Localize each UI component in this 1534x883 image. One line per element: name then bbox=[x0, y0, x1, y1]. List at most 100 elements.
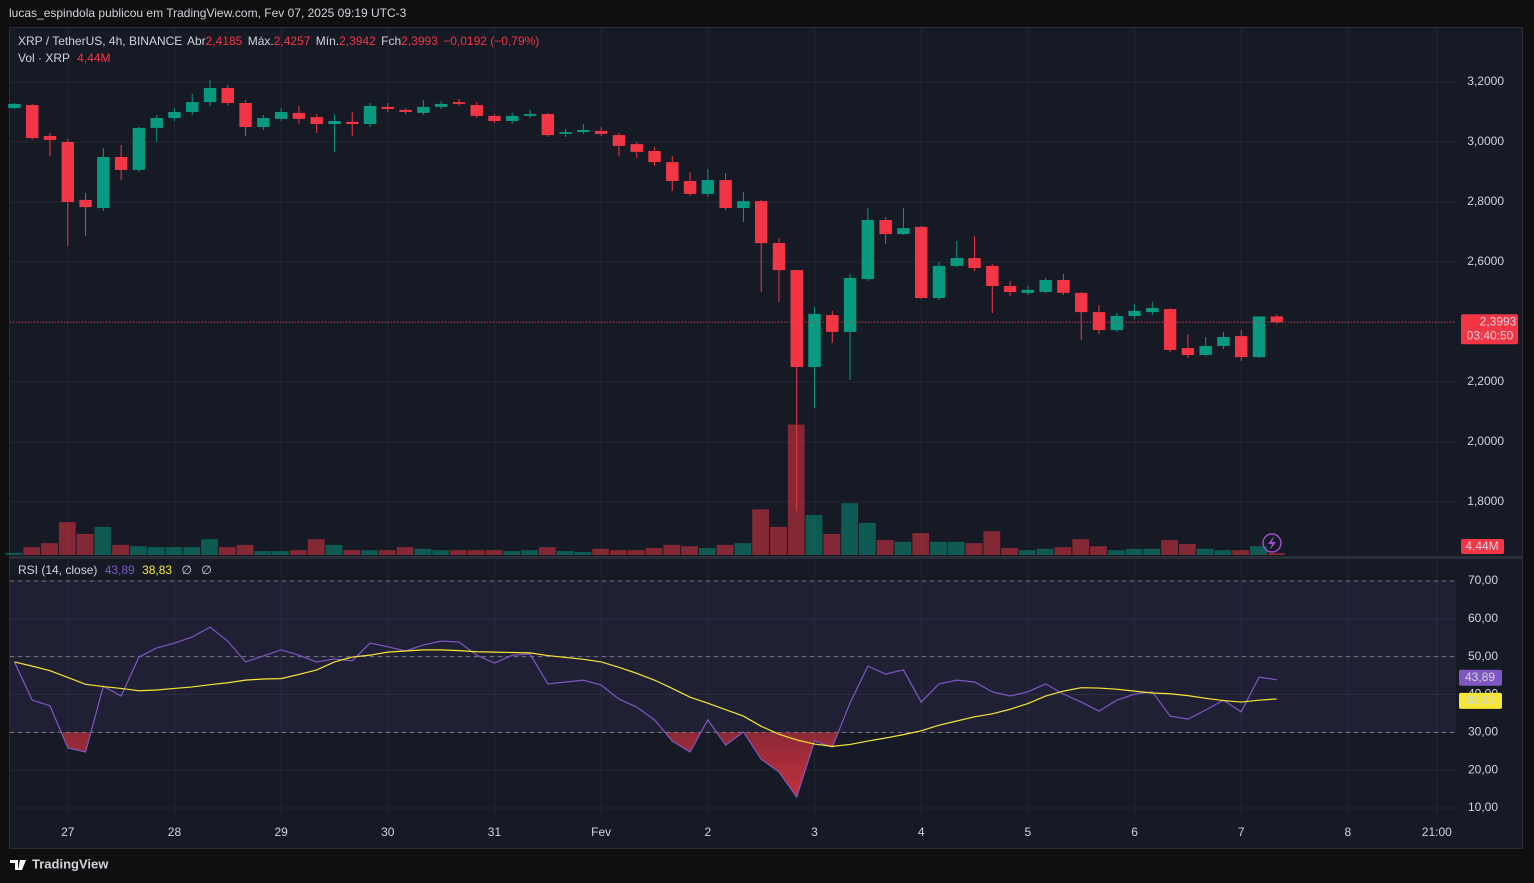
x-tick-label: 30 bbox=[381, 825, 395, 839]
volume-bar bbox=[94, 526, 112, 555]
volume-bar bbox=[645, 547, 663, 555]
volume-bar bbox=[930, 541, 947, 555]
candle-body bbox=[417, 106, 430, 113]
volume-bar bbox=[698, 547, 716, 555]
candle-body bbox=[168, 111, 181, 118]
candle-body bbox=[986, 265, 999, 286]
volume-bar bbox=[1178, 544, 1196, 555]
volume-bar bbox=[1036, 548, 1054, 555]
x-tick-label: 7 bbox=[1238, 825, 1245, 839]
volume-bar bbox=[1001, 547, 1018, 555]
volume-last-label: 4,44M bbox=[1465, 539, 1498, 553]
high-label: Máx. bbox=[248, 34, 274, 48]
volume-bar bbox=[770, 526, 787, 555]
last-price-label: 2,3993 bbox=[1480, 314, 1517, 328]
candle-body bbox=[132, 127, 146, 170]
high-value: 2,4257 bbox=[274, 34, 311, 48]
x-tick-label: 27 bbox=[61, 825, 75, 839]
candle-body bbox=[452, 102, 466, 104]
candle-body bbox=[1199, 345, 1212, 355]
candle-body bbox=[26, 105, 39, 139]
candle-body bbox=[114, 156, 128, 170]
candle-body bbox=[1163, 309, 1177, 350]
volume-bar bbox=[254, 551, 272, 555]
candle-body bbox=[1021, 289, 1035, 293]
candle-body bbox=[719, 180, 732, 208]
rsi-line bbox=[13, 626, 1277, 799]
y-tick-label: 30,00 bbox=[1468, 725, 1498, 739]
last-price-box bbox=[1461, 314, 1518, 345]
rsi-value: 43,89 bbox=[105, 563, 135, 577]
y-tick-label: 1,8000 bbox=[1467, 494, 1504, 508]
volume-bar bbox=[574, 551, 592, 555]
volume-legend: Vol · XRP 4,44M bbox=[18, 51, 111, 65]
candle-body bbox=[43, 135, 57, 140]
candle-body bbox=[470, 105, 483, 116]
candle-body bbox=[630, 144, 643, 152]
candle-body bbox=[363, 105, 377, 124]
volume-bar bbox=[467, 550, 485, 555]
x-tick-label: 2 bbox=[704, 825, 711, 839]
volume-bar bbox=[1196, 548, 1214, 555]
volume-bar bbox=[858, 522, 876, 555]
volume-bar bbox=[1267, 553, 1285, 555]
volume-bar bbox=[1214, 550, 1232, 555]
rsi-extra: ∅ bbox=[181, 563, 191, 577]
alert-icon[interactable] bbox=[1262, 533, 1282, 553]
candle-body bbox=[221, 87, 235, 103]
plot bbox=[5, 79, 1456, 799]
candle-body bbox=[968, 258, 981, 268]
volume-bar bbox=[947, 541, 965, 555]
volume-bar bbox=[5, 552, 23, 555]
volume-bar bbox=[450, 550, 467, 555]
candle-body bbox=[1110, 315, 1123, 331]
candle-body bbox=[559, 132, 572, 134]
y-tick-label: 20,00 bbox=[1468, 762, 1498, 776]
volume-bar bbox=[165, 547, 183, 555]
rsi-legend: RSI (14, close) 43,89 38,83 ∅ ∅ bbox=[18, 563, 212, 577]
candle-body bbox=[239, 102, 252, 127]
volume-bar bbox=[201, 539, 218, 555]
volume-bar bbox=[663, 544, 681, 555]
change: −0,0192 (−0,79%) bbox=[443, 34, 539, 48]
low-label: Mín. bbox=[316, 34, 339, 48]
volume-bar bbox=[23, 547, 41, 555]
candle-body bbox=[897, 228, 910, 235]
rsi-value-box bbox=[1459, 692, 1502, 709]
candle-body bbox=[328, 120, 341, 124]
candle-body bbox=[1003, 285, 1017, 292]
y-tick-label: 2,8000 bbox=[1467, 194, 1504, 208]
symbol: XRP / TetherUS, 4h, BINANCE bbox=[18, 34, 182, 48]
candle-body bbox=[150, 117, 163, 128]
y-tick-label: 3,0000 bbox=[1467, 134, 1504, 148]
x-tick-label: 29 bbox=[274, 825, 288, 839]
x-tick-label: 31 bbox=[488, 825, 502, 839]
candle-body bbox=[541, 114, 555, 136]
candle-body bbox=[1092, 312, 1106, 331]
candle-body bbox=[1270, 316, 1284, 323]
volume-bar bbox=[538, 547, 556, 555]
volume-box bbox=[1461, 539, 1504, 554]
volume-bar bbox=[41, 543, 58, 555]
volume-bar bbox=[592, 548, 610, 555]
candle-body bbox=[861, 219, 875, 280]
volume-bar bbox=[76, 533, 94, 555]
chart-frame bbox=[9, 27, 1523, 849]
volume-bar bbox=[361, 550, 378, 555]
rsi-value-box bbox=[1459, 669, 1502, 686]
candle-body bbox=[754, 201, 768, 244]
candle-body bbox=[61, 141, 75, 202]
candle-body bbox=[772, 243, 786, 271]
x-tick-label: 4 bbox=[918, 825, 925, 839]
candle-body bbox=[399, 109, 412, 112]
candle-body bbox=[1039, 279, 1052, 292]
candle-body bbox=[434, 103, 448, 107]
rsi-value-label: 43,89 bbox=[1465, 670, 1495, 684]
candle-body bbox=[879, 219, 892, 235]
volume-bar bbox=[432, 550, 450, 555]
candle-body bbox=[488, 115, 501, 121]
volume-bar bbox=[130, 546, 147, 555]
volume-bar bbox=[876, 540, 894, 555]
volume-bar bbox=[610, 550, 627, 555]
